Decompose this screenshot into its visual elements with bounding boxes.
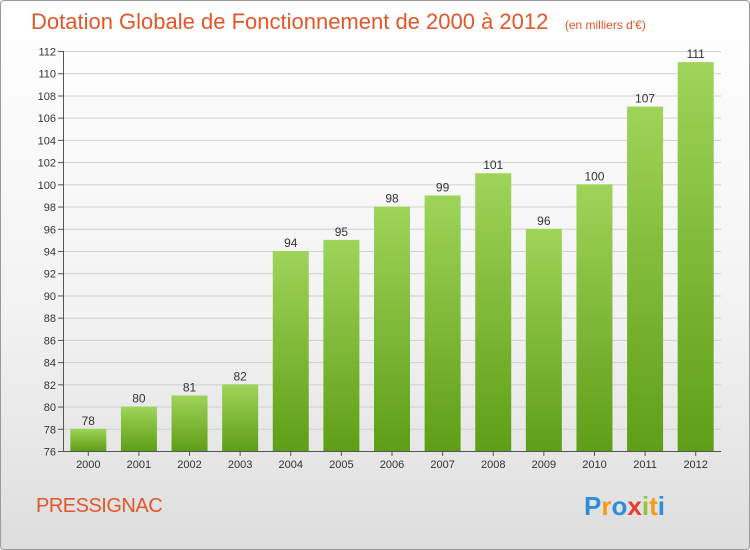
y-tick-label: 92: [44, 269, 56, 281]
chart-title-block: Dotation Globale de Fonctionnement de 20…: [31, 9, 646, 35]
logo-letter: r: [601, 491, 612, 521]
bar: [525, 228, 562, 451]
y-tick-label: 98: [44, 202, 56, 214]
y-tick-label: 112: [38, 47, 56, 59]
logo-letter: o: [611, 491, 628, 521]
y-tick-label: 106: [38, 113, 56, 125]
data-label: 95: [335, 225, 349, 239]
bar: [323, 239, 360, 451]
logo-letter: P: [584, 491, 602, 521]
data-label: 82: [233, 369, 247, 383]
y-tick-label: 100: [38, 180, 56, 192]
logo-letter: t: [649, 491, 658, 521]
x-tick-label: 2000: [76, 459, 100, 471]
logo-letter: x: [627, 491, 642, 521]
data-label: 100: [584, 169, 604, 183]
x-tick-label: 2011: [633, 459, 657, 471]
y-tick-label: 86: [44, 335, 56, 347]
labels: 76 78 80 82 84 86 88 90 92 94 96 98 100 102 104 106 108 1…: [38, 47, 708, 472]
x-tick-label: 2009: [532, 459, 556, 471]
x-tick-label: 2012: [683, 459, 707, 471]
data-label: 81: [183, 380, 197, 394]
x-tick-label: 2003: [228, 459, 252, 471]
bar: [475, 173, 512, 451]
y-tick-label: 82: [44, 380, 56, 392]
x-tick-label: 2008: [481, 459, 505, 471]
data-label: 107: [635, 92, 655, 106]
logo-letter: i: [657, 491, 665, 521]
x-tick-label: 2007: [430, 459, 454, 471]
y-tick-label: 90: [44, 291, 56, 303]
data-label: 98: [385, 192, 399, 206]
chart-title: Dotation Globale de Fonctionnement de 20…: [31, 9, 549, 34]
y-tick-label: 78: [44, 424, 56, 436]
bar: [424, 195, 461, 451]
data-label: 78: [82, 414, 96, 428]
y-tick-label: 80: [44, 402, 56, 414]
x-tick-label: 2006: [380, 459, 404, 471]
y-tick-label: 76: [44, 447, 56, 459]
x-tick-label: 2004: [279, 459, 303, 471]
bar: [70, 428, 107, 451]
y-tick-label: 96: [44, 224, 56, 236]
y-tick-label: 108: [38, 91, 56, 103]
bar: [677, 62, 714, 451]
bar: [222, 384, 259, 451]
bar: [374, 206, 410, 451]
y-tick-label: 110: [38, 69, 56, 81]
data-label: 94: [284, 236, 298, 250]
data-label: 96: [537, 214, 551, 228]
x-tick-label: 2010: [582, 459, 606, 471]
data-label: 111: [687, 47, 706, 61]
axes: [58, 51, 721, 456]
data-label: 101: [483, 158, 503, 172]
y-tick-label: 102: [38, 158, 56, 170]
bars: [70, 62, 714, 452]
y-tick-label: 94: [44, 247, 56, 259]
x-tick-label: 2005: [329, 459, 353, 471]
x-tick-label: 2002: [177, 459, 201, 471]
data-label: 99: [436, 180, 450, 194]
commune-name: PRESSIGNAC: [36, 495, 163, 517]
y-tick-label: 84: [44, 358, 56, 370]
y-tick-label: 88: [44, 313, 56, 325]
chart-subtitle: (en milliers d'€): [564, 18, 646, 32]
logo-letter: i: [641, 491, 650, 521]
x-tick-label: 2001: [127, 459, 151, 471]
bar: [576, 184, 613, 452]
bar: [627, 106, 664, 452]
bar: [120, 406, 157, 451]
proxiti-logo: Proxiti: [584, 491, 665, 522]
bar: [272, 251, 309, 451]
bar: [171, 395, 208, 451]
data-label: 80: [132, 392, 146, 406]
y-tick-label: 104: [38, 135, 56, 147]
